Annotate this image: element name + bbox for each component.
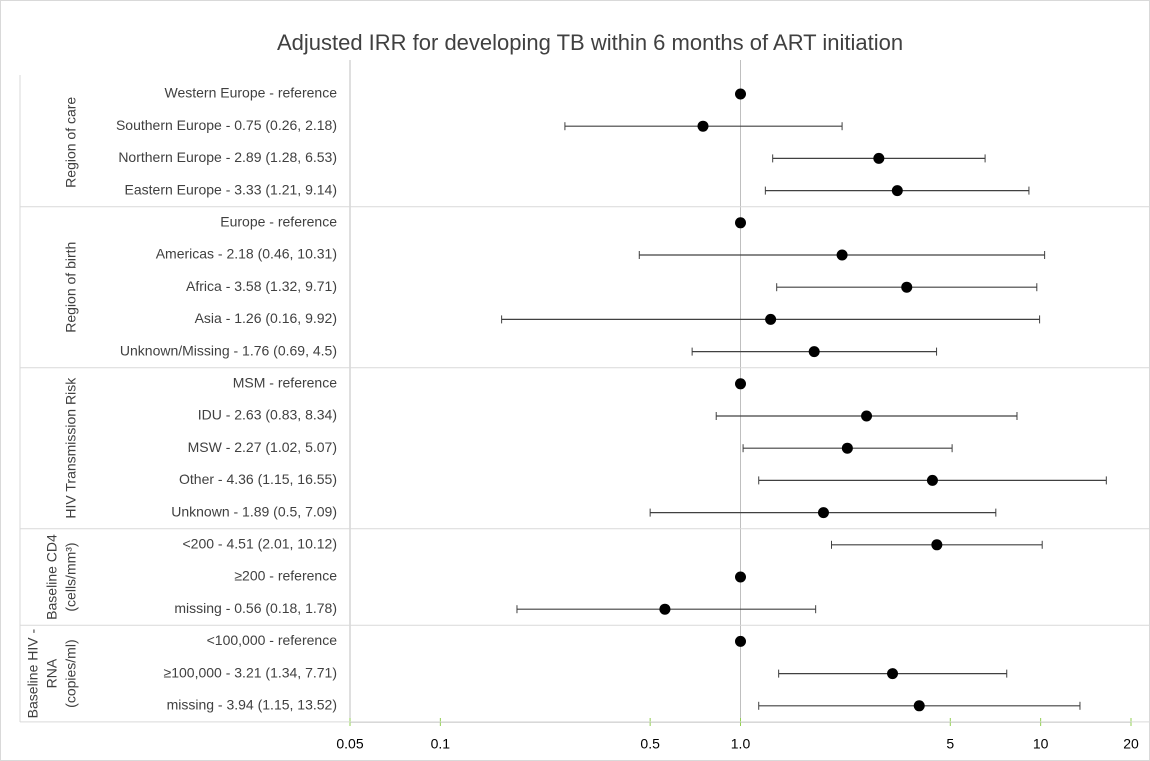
row-label: Southern Europe - 0.75 (0.26, 2.18) xyxy=(116,117,337,133)
x-tick-label: 5 xyxy=(946,736,954,752)
estimate-point xyxy=(887,668,899,680)
estimate-point xyxy=(735,378,746,390)
estimate-point xyxy=(841,442,853,454)
row-label: Northern Europe - 2.89 (1.28, 6.53) xyxy=(118,149,337,165)
estimate-point xyxy=(659,603,671,615)
row-label: Eastern Europe - 3.33 (1.21, 9.14) xyxy=(125,181,337,197)
estimate-point xyxy=(697,120,709,132)
estimate-point xyxy=(735,635,746,647)
estimate-point xyxy=(735,88,746,100)
estimate-point xyxy=(901,281,913,293)
row-label: MSW - 2.27 (1.02, 5.07) xyxy=(188,439,337,455)
group-label: Baseline CD4 xyxy=(44,534,60,620)
estimate-point xyxy=(873,152,885,164)
estimate-point xyxy=(735,217,746,229)
estimate-point xyxy=(836,249,848,261)
estimate-point xyxy=(931,539,943,551)
estimate-point xyxy=(891,185,903,197)
x-tick-label: 0.05 xyxy=(336,736,363,752)
row-label: Africa - 3.58 (1.32, 9.71) xyxy=(186,278,337,294)
group-label: RNA xyxy=(44,658,60,688)
estimate-point xyxy=(808,346,820,358)
x-tick-label: 10 xyxy=(1033,736,1049,752)
group-label: (copies/ml) xyxy=(63,639,79,707)
row-label: Asia - 1.26 (0.16, 9.92) xyxy=(195,310,337,326)
row-label: Unknown/Missing - 1.76 (0.69, 4.5) xyxy=(120,342,337,358)
estimate-point xyxy=(765,313,777,325)
chart-title: Adjusted IRR for developing TB within 6 … xyxy=(277,30,903,55)
row-label: <100,000 - reference xyxy=(207,632,338,648)
row-label: ≥200 - reference xyxy=(234,568,337,584)
row-label: Unknown - 1.89 (0.5, 7.09) xyxy=(171,503,337,519)
estimate-point xyxy=(861,410,873,422)
row-label: missing - 0.56 (0.18, 1.78) xyxy=(174,600,337,616)
x-tick-label: 0.1 xyxy=(431,736,451,752)
group-label: HIV Transmission Risk xyxy=(63,377,79,519)
row-label: <200 - 4.51 (2.01, 10.12) xyxy=(183,536,338,552)
estimate-point xyxy=(817,507,829,519)
row-label: MSM - reference xyxy=(233,375,337,391)
row-label: IDU - 2.63 (0.83, 8.34) xyxy=(198,407,337,423)
x-tick-label: 1.0 xyxy=(731,736,751,752)
group-label: (cells/mm³) xyxy=(63,542,79,611)
estimate-point xyxy=(735,571,746,583)
row-label: ≥100,000 - 3.21 (1.34, 7.71) xyxy=(164,664,337,680)
group-label: Region of care xyxy=(63,97,79,188)
x-tick-label: 0.5 xyxy=(640,736,660,752)
row-label: Western Europe - reference xyxy=(165,85,338,101)
row-label: Europe - reference xyxy=(220,214,337,230)
estimate-point xyxy=(913,700,925,712)
row-label: missing - 3.94 (1.15, 13.52) xyxy=(167,697,337,713)
x-tick-label: 20 xyxy=(1123,736,1139,752)
row-label: Other - 4.36 (1.15, 16.55) xyxy=(179,471,337,487)
group-label: Region of birth xyxy=(63,242,79,333)
group-label: Baseline HIV - xyxy=(25,629,41,719)
estimate-point xyxy=(926,474,938,486)
row-label: Americas - 2.18 (0.46, 10.31) xyxy=(156,246,337,262)
